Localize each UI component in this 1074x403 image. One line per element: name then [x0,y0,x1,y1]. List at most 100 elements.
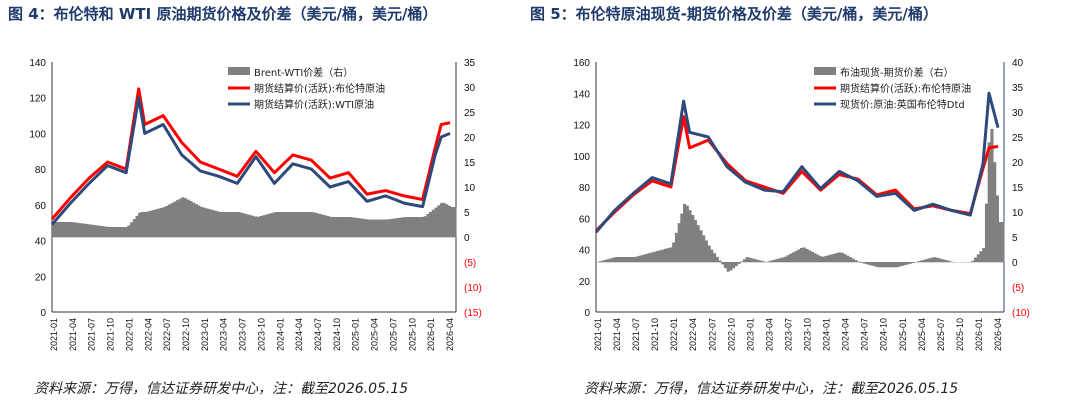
spread-bar [208,209,212,238]
spread-bar [933,257,937,263]
spread-bar [810,251,814,263]
spread-bar [270,213,274,238]
x-tick-label: 2024-01 [822,318,832,351]
brent-spot-futures-chart: 0 20 40 60 80 100 120 140 160 (10) (5) 0 5 10 15 20 25 30… [573,58,1029,351]
spread-bar [337,217,341,238]
spread-bar [342,217,346,238]
y-tick-label-left: 160 [573,58,590,69]
spread-bar [674,232,678,263]
spread-bar [315,213,320,238]
spread-bar [286,212,290,238]
y-tick-label-right: 10 [464,183,476,194]
spread-bar [723,262,727,269]
spread-bar [916,261,921,263]
spread-bar [227,212,231,238]
spread-bar [949,261,953,263]
spread-bar [243,213,247,238]
spread-bar [385,219,390,238]
x-tick-label: 2021-07 [631,318,641,351]
spread-bar [415,217,419,238]
spread-bar [410,217,414,238]
spread-bar [900,262,904,266]
spread-bar [87,224,91,238]
spread-bar [122,227,126,238]
spread-bar [235,212,239,238]
spread-bar [666,248,670,263]
x-tick-label: 2022-01 [124,318,134,351]
spread-bar [974,257,978,263]
spread-bar [431,209,435,238]
legend-swatch-spread [814,67,836,75]
y-tick-label-left: 120 [573,121,590,132]
x-tick-label: 2025-10 [955,318,965,351]
spread-bar [892,262,896,268]
spread-bar [843,254,847,263]
spread-bar [854,260,858,263]
spread-bar [332,217,336,238]
x-tick-label: 2022-10 [181,318,191,351]
x-tick-label: 2024-04 [294,318,304,351]
spread-bar [103,226,107,238]
spread-bar [213,210,217,238]
figure-5-title: 图 5：布伦特原油现货-期货价格及价差（美元/桶，美元/桶） [530,5,938,23]
spread-bar [976,254,980,263]
spread-bar [647,253,651,263]
spread-bar [326,216,330,238]
x-tick-label: 2025-10 [407,318,417,351]
spread-bar [688,210,692,263]
spread-bar [946,260,950,263]
spread-bar [175,200,179,238]
spread-bar [636,256,640,263]
spread-bar [838,252,842,263]
x-tick-label: 2024-04 [841,318,851,351]
spread-bar [216,211,220,238]
y-tick-label-left: 80 [35,165,47,176]
spread-bar [802,247,806,263]
spread-bar [813,253,817,263]
spread-bar [791,252,795,263]
spread-bar [324,215,328,238]
spread-bar [135,215,139,238]
spread-bar [178,198,182,238]
spread-bar [146,211,150,238]
spread-bar [256,216,260,238]
x-tick-label: 2023-01 [745,318,755,351]
spread-bar [218,212,223,238]
x-tick-label: 2025-07 [936,318,946,351]
x-tick-label: 2023-04 [764,318,774,351]
spread-bar [192,202,196,238]
y-tick-label-left: 60 [579,214,591,225]
y-tick-label-right: (15) [464,308,482,319]
y-tick-label-right: 0 [1012,258,1018,269]
spread-bar [280,212,285,238]
spread-bar [857,261,861,263]
source-note-right: 资料来源：万得，信达证券研发中心，注：截至2026.05.15 [584,381,959,397]
spread-bar [895,262,899,268]
series-line-red [50,87,451,221]
x-tick-label: 2026-01 [426,318,436,351]
figure-4-title: 图 4：布伦特和 WTI 原油期货价格及价差（美元/桶，美元/桶） [8,5,438,23]
spread-bar [173,201,177,238]
spread-bar [132,219,136,238]
spread-bar [119,227,123,238]
x-tick-label: 2023-07 [238,318,248,351]
spread-bar [127,225,131,238]
spread-bar [827,255,831,263]
spread-bar [272,212,276,238]
spread-bar [321,214,325,238]
y-tick-label-right: 40 [1012,58,1024,69]
x-tick-label: 2022-07 [707,318,717,351]
spread-bar [307,212,311,238]
spread-bar [283,212,287,238]
spread-bar [334,217,338,238]
spread-bar [971,260,975,263]
x-tick-label: 2024-07 [313,318,323,351]
spread-bar [772,259,776,263]
spread-bar [881,262,885,268]
spread-bar [693,220,698,263]
spread-bar [232,212,236,238]
spread-bar [348,217,352,238]
spread-bar [780,257,785,263]
spread-bar [887,262,891,268]
spread-bar [919,260,923,263]
